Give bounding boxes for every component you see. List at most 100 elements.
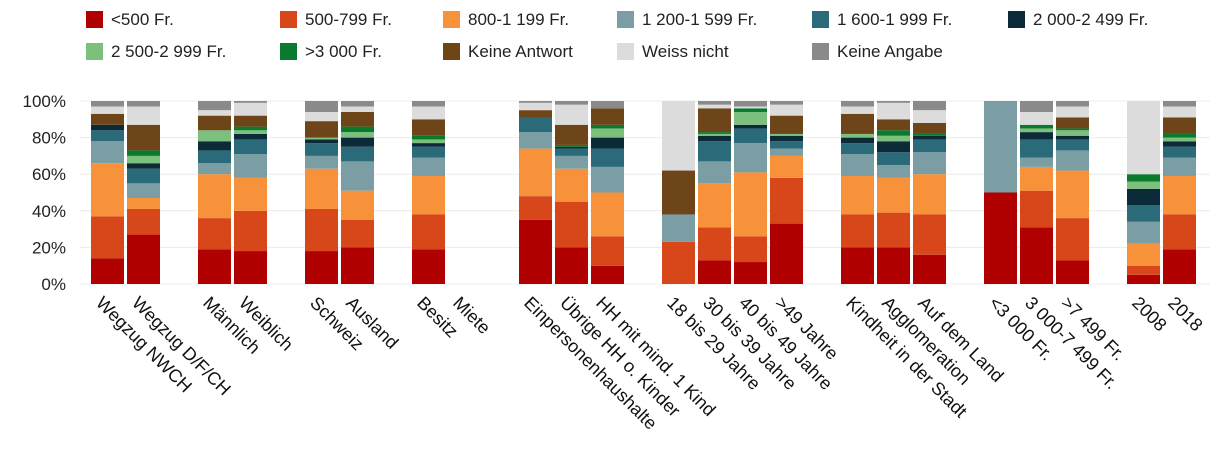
bar-segment (555, 148, 588, 156)
legend-swatch (280, 43, 297, 60)
bar-segment (341, 219, 374, 248)
bar-segment (1020, 132, 1053, 140)
bar-segment (198, 249, 231, 284)
bar-segment (877, 135, 910, 142)
bar-segment (305, 111, 338, 122)
bar-segment (555, 201, 588, 248)
bar-segment (913, 110, 946, 123)
bar-segment (734, 108, 767, 112)
bar-segment (1127, 101, 1160, 175)
bar-segment (519, 117, 552, 133)
bar-segment (91, 130, 124, 142)
bar-segment (198, 150, 231, 164)
bar-segment (555, 168, 588, 202)
bar-segment (591, 128, 624, 138)
bar-segment (127, 106, 160, 125)
stacked-bar (841, 101, 874, 284)
bar-segment (305, 251, 338, 284)
bar-segment (234, 251, 267, 284)
bar-segment (591, 101, 624, 109)
bar-segment (591, 108, 624, 125)
bar-segment (341, 190, 374, 220)
bar-segment (841, 247, 874, 284)
bar-segment (555, 144, 588, 147)
bar-segment (1127, 181, 1160, 189)
stacked-bar (412, 101, 445, 284)
bar-segment (841, 154, 874, 177)
legend-item: 1 600-1 999 Fr. (812, 10, 952, 29)
bar-segment (519, 196, 552, 220)
bar-segment (1163, 106, 1196, 118)
bar-segment (698, 260, 731, 284)
legend-item: 1 200-1 599 Fr. (617, 10, 757, 29)
bar-segment (341, 126, 374, 133)
bar-segment (127, 168, 160, 184)
bar-segment (1020, 124, 1053, 129)
bar-segment (1163, 117, 1196, 134)
bar-segment (127, 163, 160, 169)
bar-segment (341, 132, 374, 138)
stacked-bar (591, 101, 624, 284)
stacked-bar (913, 101, 946, 284)
legend-item: Weiss nicht (617, 42, 729, 61)
bar-segment (1163, 137, 1196, 142)
bar-segment (555, 101, 588, 105)
legend-item: >3 000 Fr. (280, 42, 382, 61)
stacked-bar (1020, 101, 1053, 284)
bar-segment (341, 146, 374, 162)
bar-segment (412, 119, 445, 136)
bar-segment (734, 106, 767, 109)
bar-segment (412, 143, 445, 147)
legend-swatch (617, 11, 634, 28)
bar-segment (591, 236, 624, 266)
bar-segment (698, 161, 731, 184)
bar-segment (127, 183, 160, 198)
bar-segment (591, 148, 624, 167)
bar-segment (91, 163, 124, 217)
bar-segment (1163, 214, 1196, 250)
bar-segment (734, 111, 767, 125)
bar-segment (1056, 117, 1089, 129)
bar-segment (305, 208, 338, 252)
bar-segment (91, 106, 124, 114)
bar-segment (913, 254, 946, 284)
bar-segment (234, 210, 267, 252)
stacked-bar (341, 101, 374, 284)
bar-segment (234, 133, 267, 140)
bar-segment (127, 234, 160, 284)
bar-segment (662, 214, 695, 242)
x-tick-label: 2018 (1164, 293, 1206, 335)
bar-segment (305, 101, 338, 112)
legend-swatch (443, 43, 460, 60)
legend-swatch (86, 11, 103, 28)
stacked-bar (734, 101, 767, 284)
bar-segment (1056, 150, 1089, 171)
legend-label: 2 500-2 999 Fr. (111, 42, 226, 61)
bar-segment (841, 113, 874, 134)
bar-segment (234, 126, 267, 131)
bar-segment (770, 223, 803, 284)
legend-swatch (812, 11, 829, 28)
stacked-bar (305, 101, 338, 284)
bar-segment (770, 155, 803, 178)
bar-segment (1056, 218, 1089, 261)
bar-segment (1020, 227, 1053, 284)
stacked-bar (555, 101, 588, 284)
bar-segment (341, 247, 374, 284)
legend-item: Keine Antwort (443, 42, 573, 61)
bar-segment (1127, 188, 1160, 206)
stacked-bar (91, 101, 124, 284)
bar-segment (591, 137, 624, 149)
bar-segment (1163, 157, 1196, 177)
bar-segment (662, 101, 695, 171)
bar-segment (1056, 130, 1089, 136)
bar-segment (412, 101, 445, 107)
bar-segment (127, 155, 160, 164)
bar-segment (770, 101, 803, 105)
bar-segment (913, 101, 946, 111)
bar-segment (127, 124, 160, 151)
bar-segment (877, 212, 910, 248)
bar-segment (877, 141, 910, 153)
